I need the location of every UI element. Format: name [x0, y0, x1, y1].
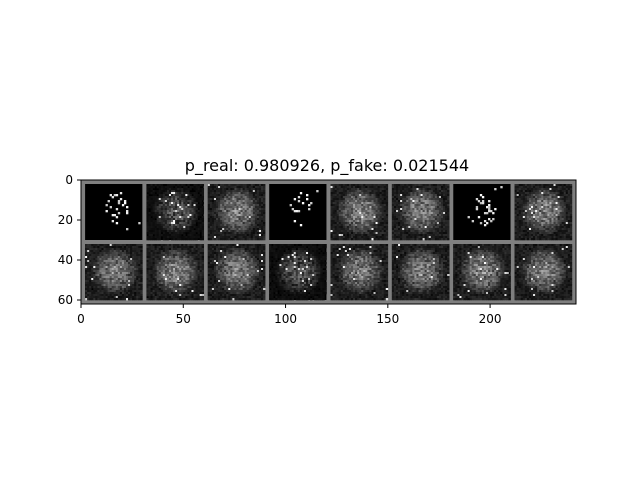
image-tile — [453, 244, 511, 301]
y-tick-label: 0 — [65, 173, 73, 187]
image-tile — [269, 244, 327, 301]
image-tile — [391, 244, 450, 301]
image-tile — [269, 184, 327, 240]
x-tick-label: 0 — [77, 312, 85, 326]
image-tile — [330, 184, 389, 241]
image-tile — [514, 244, 573, 301]
y-tick-label: 60 — [58, 293, 73, 307]
x-tick-label: 100 — [274, 312, 297, 326]
image-tile — [330, 244, 389, 301]
axes-frame — [80, 179, 577, 305]
image-tile — [391, 184, 450, 241]
x-tick-label: 200 — [479, 312, 502, 326]
y-tick-label: 40 — [58, 253, 73, 267]
image-tile — [207, 184, 266, 241]
plot-area — [80, 179, 577, 305]
image-tile — [453, 184, 511, 240]
chart-title: p_real: 0.980926, p_fake: 0.021544 — [185, 156, 469, 176]
y-tick-label: 20 — [58, 213, 73, 227]
image-tile — [146, 184, 205, 241]
image-tile — [207, 244, 266, 301]
y-axis: 0 20 40 60 — [58, 173, 81, 307]
image-tile — [514, 184, 573, 241]
image-tile — [85, 184, 143, 240]
x-axis: 0 50 100 150 200 — [77, 304, 502, 326]
x-tick-label: 150 — [376, 312, 399, 326]
x-tick-label: 50 — [176, 312, 191, 326]
image-tile — [85, 244, 143, 301]
image-tile — [146, 244, 205, 301]
